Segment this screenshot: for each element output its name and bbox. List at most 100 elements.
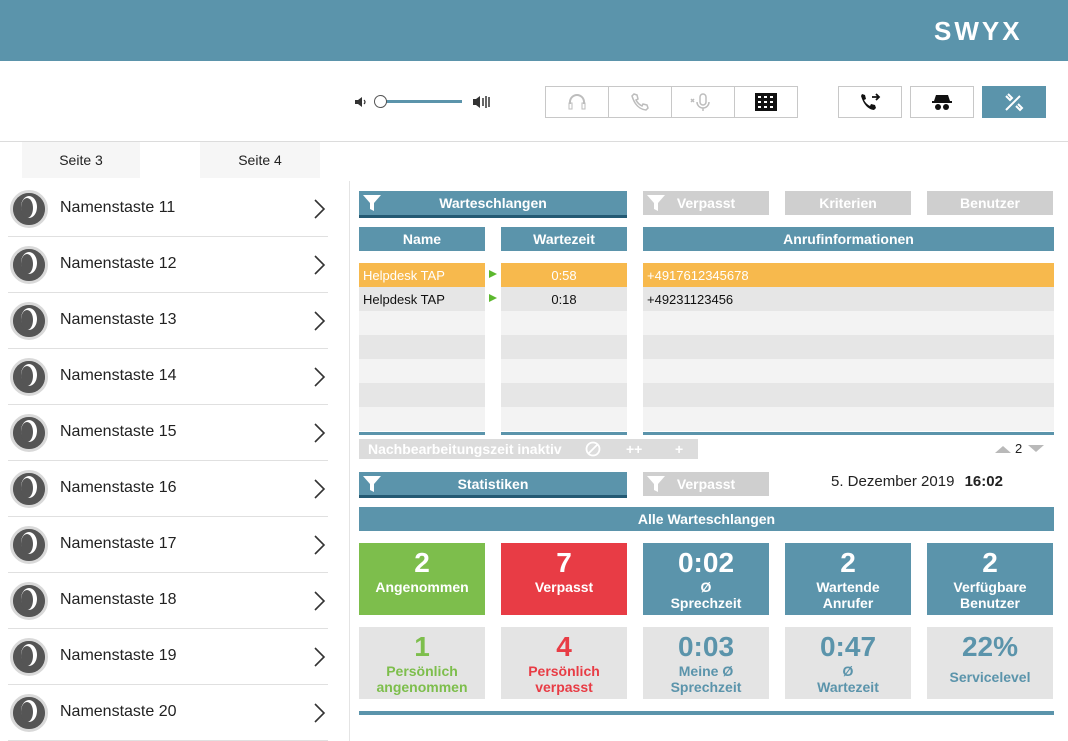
- criteria-label: Kriterien: [819, 195, 877, 211]
- missed-filter-label: Verpasst: [676, 195, 736, 211]
- stats-missed-filter-button[interactable]: Verpasst: [643, 472, 769, 496]
- call-info-cell[interactable]: +4917612345678: [643, 263, 1054, 287]
- stat-tile: 2 Verfügbare Benutzer: [927, 543, 1053, 615]
- column-header-name[interactable]: Name: [359, 227, 485, 251]
- name-key-item[interactable]: Namenstaste 14: [8, 349, 328, 405]
- table-cell-bg: [359, 407, 485, 431]
- call-info-cell-text: +4917612345678: [647, 267, 749, 283]
- statistics-filter-label: Statistiken: [457, 476, 529, 492]
- column-header-wait[interactable]: Wartezeit: [501, 227, 627, 251]
- wait-time-cell[interactable]: 0:18: [501, 287, 627, 311]
- tools-button[interactable]: [982, 86, 1046, 118]
- stat-tile: 2 Angenommen: [359, 543, 485, 615]
- stat-value: 7: [556, 547, 572, 578]
- avatar: [10, 414, 48, 452]
- incognito-icon: [932, 95, 952, 110]
- microphone-button[interactable]: [671, 86, 735, 118]
- name-key-item[interactable]: Namenstaste 16: [8, 461, 328, 517]
- stat-label: Ø Sprechzeit: [670, 579, 742, 611]
- dialpad-button[interactable]: [734, 86, 798, 118]
- name-key-item[interactable]: Namenstaste 12: [8, 237, 328, 293]
- queue-name-cell-text: Helpdesk TAP: [363, 267, 445, 283]
- name-key-item[interactable]: Namenstaste 20: [8, 685, 328, 741]
- phone-icon: [631, 93, 649, 111]
- swyx-logo: SWYX: [934, 16, 1020, 46]
- stat-value: 2: [982, 547, 998, 578]
- phone-button[interactable]: [608, 86, 672, 118]
- queue-name-cell-text: Helpdesk TAP: [363, 291, 445, 307]
- stat-label: Meine Ø Sprechzeit: [670, 663, 742, 695]
- call-info-cell[interactable]: +49231123456: [643, 287, 1054, 311]
- stat-value: 2: [414, 547, 430, 578]
- date-time: 5. Dezember 2019 16:02: [831, 473, 1003, 490]
- stat-value: 1: [414, 631, 430, 662]
- avatar: [10, 246, 48, 284]
- stat-tile: 2 Wartende Anrufer: [785, 543, 911, 615]
- statistics-filter-button[interactable]: Statistiken: [359, 472, 627, 496]
- incognito-button[interactable]: [910, 86, 974, 118]
- volume-slider[interactable]: [374, 94, 464, 108]
- add-more-time-button[interactable]: ++: [626, 441, 643, 457]
- personal-stat-tile: 0:47 Ø Wartezeit: [785, 627, 911, 699]
- tab-seite-4[interactable]: Seite 4: [200, 142, 320, 178]
- name-key-label: Namenstaste 14: [60, 367, 177, 384]
- current-time: 16:02: [964, 473, 1003, 490]
- filter-icon: [647, 476, 665, 492]
- criteria-button[interactable]: Kriterien: [785, 191, 911, 215]
- chevron-right-icon[interactable]: [312, 422, 326, 444]
- page-number: 2: [1015, 441, 1023, 456]
- name-key-label: Namenstaste 15: [60, 423, 177, 440]
- table-cell-bg: [643, 407, 1054, 431]
- table-column-footer: [643, 432, 1054, 435]
- avatar: [10, 190, 48, 228]
- users-button[interactable]: Benutzer: [927, 191, 1053, 215]
- name-key-item[interactable]: Namenstaste 19: [8, 629, 328, 685]
- volume-slider-handle[interactable]: [374, 95, 387, 108]
- name-key-label: Namenstaste 13: [60, 311, 177, 328]
- queue-filter-button[interactable]: Warteschlangen: [359, 191, 627, 215]
- table-cell-bg: [359, 383, 485, 407]
- name-key-item[interactable]: Namenstaste 13: [8, 293, 328, 349]
- table-cell-bg: [643, 359, 1054, 383]
- chevron-right-icon[interactable]: [312, 310, 326, 332]
- avatar: [10, 470, 48, 508]
- chevron-right-icon[interactable]: [312, 254, 326, 276]
- chevron-right-icon[interactable]: [312, 702, 326, 724]
- headset-button[interactable]: [545, 86, 609, 118]
- chevron-right-icon[interactable]: [312, 534, 326, 556]
- stat-value: 0:03: [677, 631, 735, 662]
- stat-tile: 7 Verpasst: [501, 543, 627, 615]
- page-down-icon[interactable]: [1027, 444, 1045, 454]
- queue-name-cell[interactable]: Helpdesk TAP: [359, 287, 485, 311]
- play-icon: [489, 270, 497, 278]
- name-key-item[interactable]: Namenstaste 11: [8, 181, 328, 237]
- wait-time-cell-text: 0:58: [551, 267, 577, 283]
- chevron-right-icon[interactable]: [312, 646, 326, 668]
- stat-value: 0:47: [819, 631, 877, 662]
- missed-filter-button[interactable]: Verpasst: [643, 191, 769, 215]
- name-key-item[interactable]: Namenstaste 18: [8, 573, 328, 629]
- column-header-info[interactable]: Anrufinformationen: [643, 227, 1054, 251]
- chevron-right-icon[interactable]: [312, 198, 326, 220]
- postprocessing-bar: Nachbearbeitungszeit inaktiv ++ +: [359, 439, 698, 459]
- name-key-item[interactable]: Namenstaste 15: [8, 405, 328, 461]
- name-key-item[interactable]: Namenstaste 17: [8, 517, 328, 573]
- current-date: 5. Dezember 2019: [831, 473, 955, 490]
- call-transfer-button[interactable]: [838, 86, 902, 118]
- queue-name-cell[interactable]: Helpdesk TAP: [359, 263, 485, 287]
- table-cell-bg: [359, 311, 485, 335]
- wait-time-cell-text: 0:18: [551, 291, 577, 307]
- wait-time-cell[interactable]: 0:58: [501, 263, 627, 287]
- chevron-right-icon[interactable]: [312, 366, 326, 388]
- add-time-button[interactable]: +: [675, 441, 684, 457]
- stat-label: Verfügbare Benutzer: [953, 579, 1027, 611]
- chevron-right-icon[interactable]: [312, 478, 326, 500]
- table-cell-bg: [643, 383, 1054, 407]
- stat-value: 22%: [961, 631, 1019, 662]
- avatar: [10, 526, 48, 564]
- tab-seite-3[interactable]: Seite 3: [22, 142, 140, 178]
- chevron-right-icon[interactable]: [312, 590, 326, 612]
- column-label: Anrufinformationen: [783, 231, 914, 247]
- disable-icon[interactable]: [585, 441, 601, 457]
- page-up-icon[interactable]: [994, 444, 1012, 454]
